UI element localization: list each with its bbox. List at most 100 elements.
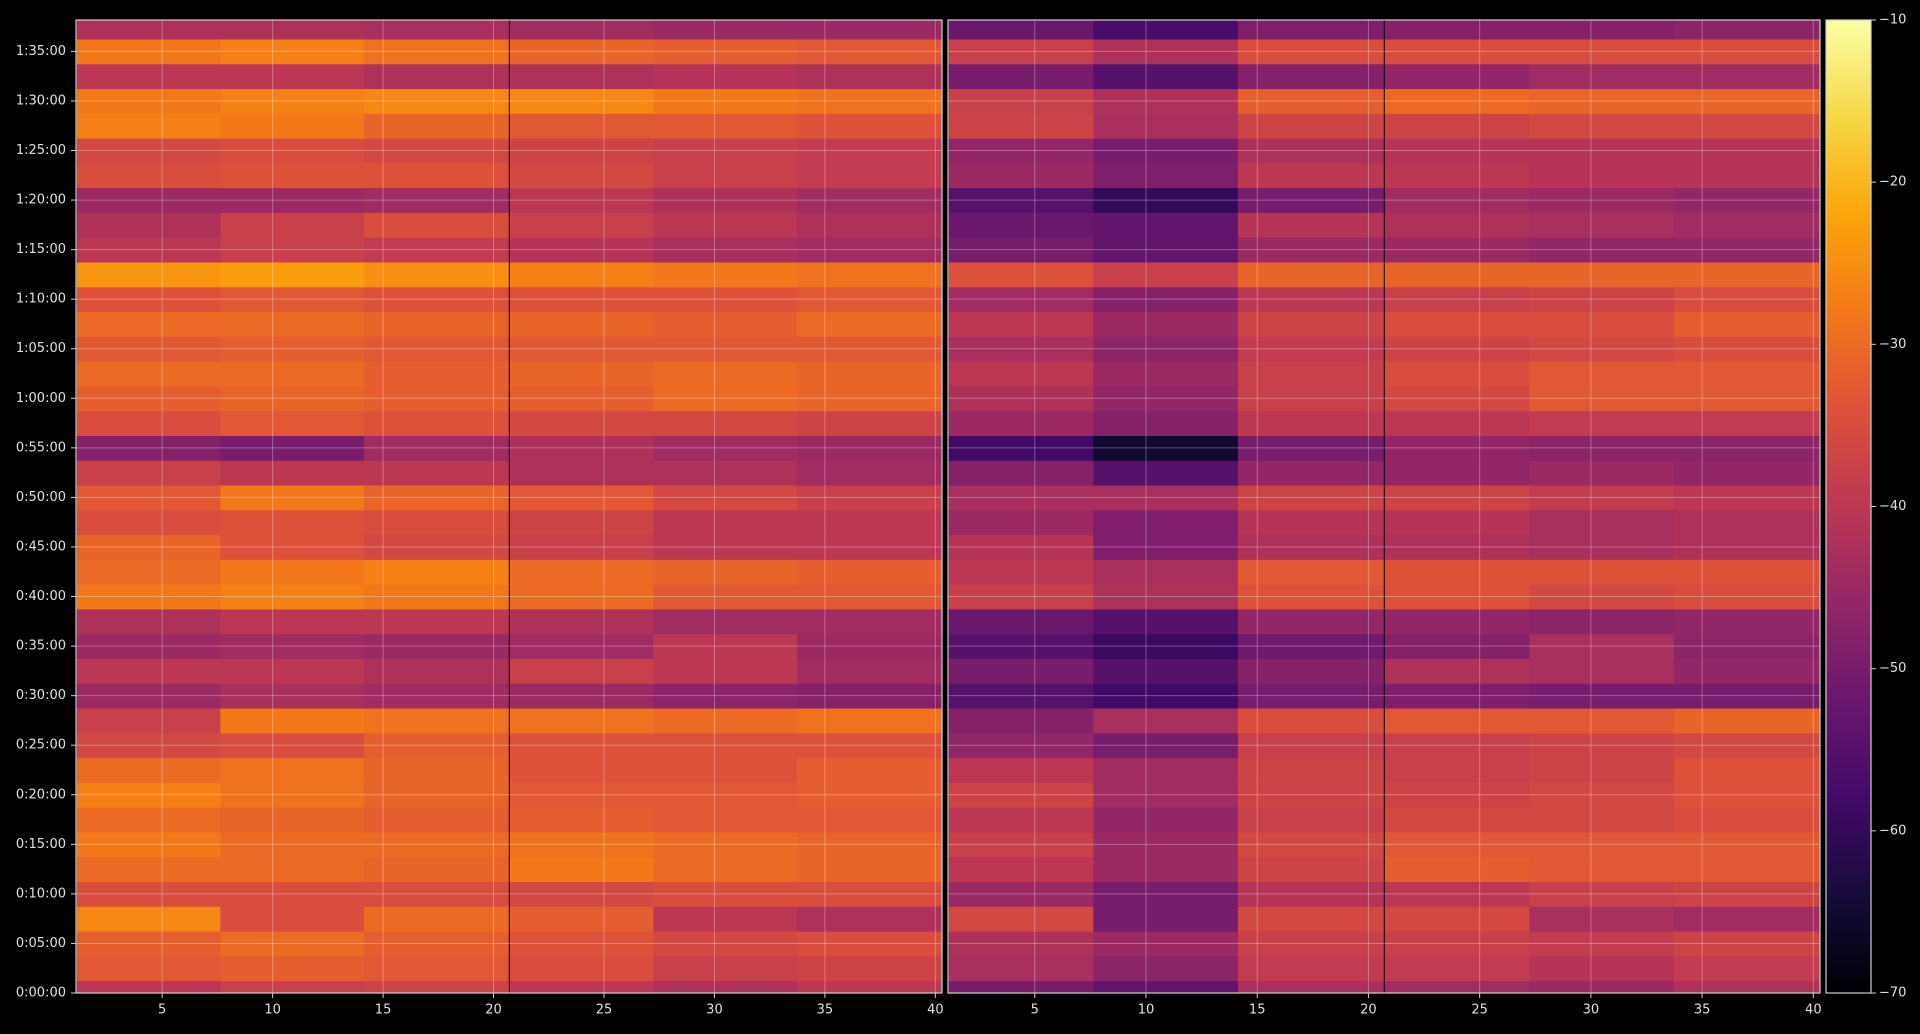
heat-cell xyxy=(1673,187,1820,213)
heat-cell xyxy=(1529,38,1676,65)
heat-cell xyxy=(1093,881,1240,907)
heat-cell xyxy=(1237,20,1384,40)
heat-cell xyxy=(1093,385,1240,412)
heat-cell xyxy=(1673,807,1820,833)
heat-cell xyxy=(363,311,509,337)
heat-cell xyxy=(1093,262,1240,288)
heat-cell xyxy=(363,856,509,882)
heat-cell xyxy=(220,410,366,436)
heat-cell xyxy=(1384,187,1531,213)
heat-cell xyxy=(220,633,366,659)
heat-cell xyxy=(1237,881,1384,907)
heat-cell xyxy=(363,212,509,238)
heat-cell xyxy=(76,410,222,436)
heat-cell xyxy=(76,38,222,65)
heat-cell xyxy=(948,410,1095,436)
heat-cell xyxy=(509,732,655,759)
heat-cell xyxy=(948,361,1095,387)
heat-cell xyxy=(948,559,1095,585)
heat-cell xyxy=(1093,980,1240,993)
heat-cell xyxy=(220,286,366,313)
heat-cell xyxy=(796,113,942,139)
heat-cell xyxy=(1384,955,1531,982)
heat-cell xyxy=(1237,931,1384,957)
heat-cell xyxy=(653,732,799,759)
heat-cell xyxy=(363,237,509,263)
heat-cell xyxy=(653,63,799,90)
heat-cell xyxy=(220,336,366,362)
heat-cell xyxy=(796,658,942,684)
heat-cell xyxy=(1529,212,1676,238)
heat-cell xyxy=(1237,757,1384,783)
heat-cell xyxy=(653,608,799,635)
heat-cell xyxy=(1093,410,1240,436)
heat-cell xyxy=(1237,509,1384,536)
heat-cell xyxy=(1384,460,1531,486)
heat-cell xyxy=(1093,435,1240,461)
heat-cell xyxy=(1529,385,1676,412)
heat-cell xyxy=(509,336,655,362)
heat-cell xyxy=(1673,782,1820,808)
heat-cell xyxy=(76,286,222,313)
y-tick-label: 0:45:00 xyxy=(16,539,66,554)
heat-cell xyxy=(1384,286,1531,313)
heat-cell xyxy=(1093,286,1240,313)
heat-cell xyxy=(1673,931,1820,957)
heat-cell xyxy=(1673,608,1820,635)
heat-cell xyxy=(220,881,366,907)
heat-cell xyxy=(1093,20,1240,40)
heat-cell xyxy=(363,608,509,635)
heat-cell xyxy=(1673,361,1820,387)
colorbar-tick-label: −40 xyxy=(1879,499,1906,514)
heat-cell xyxy=(1529,460,1676,486)
x-tick-label: 35 xyxy=(817,1003,834,1018)
heat-cell xyxy=(948,757,1095,783)
heat-cell xyxy=(76,361,222,387)
y-tick-label: 0:10:00 xyxy=(16,886,66,901)
x-tick-label: 5 xyxy=(158,1003,166,1018)
heat-cell xyxy=(948,311,1095,337)
heat-cell xyxy=(76,138,222,164)
y-tick-label: 1:10:00 xyxy=(16,292,66,307)
heat-cell xyxy=(1529,336,1676,362)
heat-cell xyxy=(1673,485,1820,511)
heat-cell xyxy=(509,906,655,932)
heat-cell xyxy=(363,881,509,907)
heat-cell xyxy=(1529,534,1676,560)
heat-cell xyxy=(509,286,655,313)
heat-cell xyxy=(363,534,509,560)
heat-cell xyxy=(1384,931,1531,957)
heat-cell xyxy=(509,683,655,709)
heat-cell xyxy=(1093,559,1240,585)
heat-cell xyxy=(363,782,509,808)
heat-cell xyxy=(220,534,366,560)
heat-cell xyxy=(796,584,942,610)
heat-cell xyxy=(76,782,222,808)
heat-cell xyxy=(1237,708,1384,734)
heat-cell xyxy=(948,807,1095,833)
heat-cell xyxy=(1384,856,1531,882)
heat-cell xyxy=(1384,881,1531,907)
heat-cell xyxy=(363,980,509,993)
heat-cell xyxy=(1237,831,1384,858)
heat-cell xyxy=(948,955,1095,982)
heat-cell xyxy=(76,311,222,337)
heat-cell xyxy=(1237,906,1384,932)
heat-cell xyxy=(509,608,655,635)
heat-cell xyxy=(509,881,655,907)
heat-cell xyxy=(1384,633,1531,659)
heat-cell xyxy=(76,237,222,263)
heat-cell xyxy=(76,385,222,412)
heat-cell xyxy=(948,485,1095,511)
heat-cell xyxy=(1237,732,1384,759)
heat-cell xyxy=(796,361,942,387)
heat-cell xyxy=(76,162,222,189)
y-tick-label: 0:35:00 xyxy=(16,639,66,654)
heat-cell xyxy=(796,559,942,585)
heat-cell xyxy=(363,683,509,709)
heat-cell xyxy=(1673,509,1820,536)
heat-cell xyxy=(796,807,942,833)
heat-cell xyxy=(220,856,366,882)
heat-cell xyxy=(653,534,799,560)
